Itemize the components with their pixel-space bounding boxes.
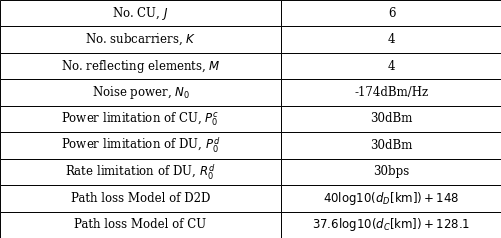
Bar	[281, 185, 501, 212]
Text: No. CU, $J$: No. CU, $J$	[112, 5, 168, 22]
Text: -174dBm/Hz: -174dBm/Hz	[354, 86, 428, 99]
Bar	[0, 106, 281, 132]
Bar	[0, 0, 281, 26]
Text: $40\mathrm{log10}(d_D\mathrm{[km]})+148$: $40\mathrm{log10}(d_D\mathrm{[km]})+148$	[323, 190, 459, 207]
Text: 30bps: 30bps	[373, 165, 409, 178]
Text: No. subcarriers, $K$: No. subcarriers, $K$	[85, 32, 196, 47]
Bar	[281, 159, 501, 185]
Bar	[281, 106, 501, 132]
Text: 4: 4	[387, 60, 394, 73]
Bar	[281, 26, 501, 53]
Text: 30dBm: 30dBm	[370, 113, 412, 125]
Bar	[0, 26, 281, 53]
Text: Power limitation of CU, $P_0^c$: Power limitation of CU, $P_0^c$	[61, 110, 219, 128]
Text: $37.6\mathrm{log10}(d_C\mathrm{[km]})+128.1$: $37.6\mathrm{log10}(d_C\mathrm{[km]})+12…	[312, 216, 469, 233]
Bar	[0, 212, 281, 238]
Bar	[281, 53, 501, 79]
Bar	[0, 53, 281, 79]
Bar	[281, 79, 501, 106]
Text: Noise power, $N_0$: Noise power, $N_0$	[91, 84, 189, 101]
Bar	[0, 159, 281, 185]
Text: No. reflecting elements, $M$: No. reflecting elements, $M$	[61, 58, 220, 74]
Bar	[281, 0, 501, 26]
Text: 30dBm: 30dBm	[370, 139, 412, 152]
Text: Power limitation of DU, $P_0^d$: Power limitation of DU, $P_0^d$	[61, 136, 220, 155]
Bar	[281, 212, 501, 238]
Text: 4: 4	[387, 33, 394, 46]
Bar	[0, 185, 281, 212]
Text: Path loss Model of D2D: Path loss Model of D2D	[71, 192, 210, 205]
Bar	[281, 132, 501, 159]
Text: 6: 6	[387, 7, 394, 20]
Bar	[0, 79, 281, 106]
Text: Path loss Model of CU: Path loss Model of CU	[74, 218, 206, 231]
Text: Rate limitation of DU, $R_0^d$: Rate limitation of DU, $R_0^d$	[65, 162, 215, 182]
Bar	[0, 132, 281, 159]
